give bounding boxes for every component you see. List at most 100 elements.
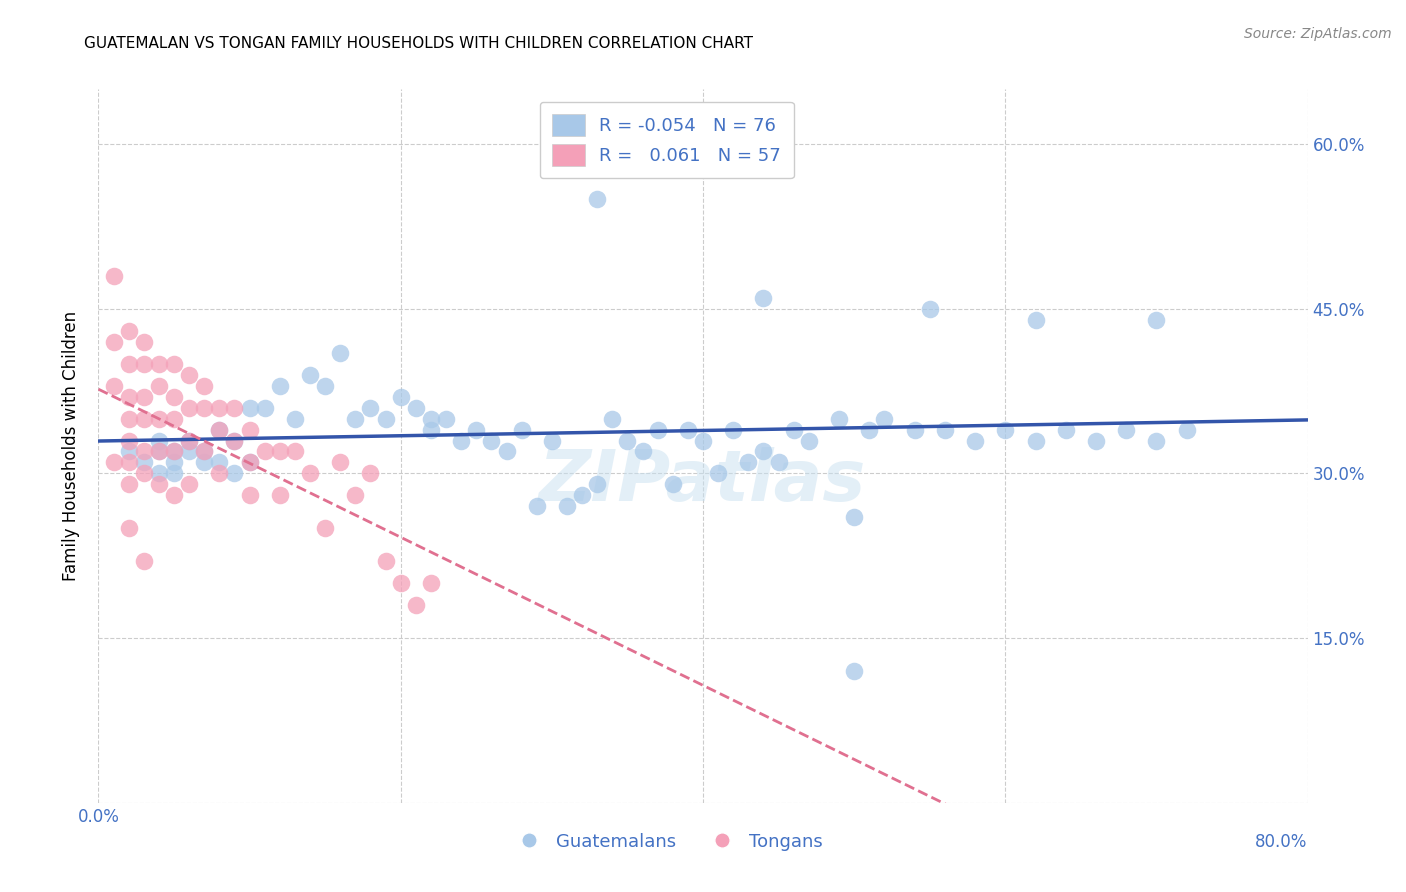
Point (360, 467, 382, 481)
Y-axis label: Family Households with Children: Family Households with Children (62, 311, 80, 581)
Point (163, 411, 186, 425)
Point (329, 345, 352, 359)
Point (118, 390, 141, 404)
Point (314, 378, 336, 392)
Point (148, 444, 170, 458)
Point (179, 477, 201, 491)
Point (314, 521, 336, 535)
Point (631, 444, 654, 458)
Point (1024, 434, 1046, 448)
Point (540, 434, 562, 448)
Text: ZIPatlas: ZIPatlas (540, 447, 866, 516)
Point (269, 488, 291, 502)
Point (676, 423, 699, 437)
Point (858, 423, 880, 437)
Point (148, 434, 170, 448)
Point (148, 378, 170, 392)
Point (783, 423, 806, 437)
Point (132, 411, 155, 425)
Point (571, 488, 593, 502)
Point (118, 477, 141, 491)
Point (179, 434, 201, 448)
Point (434, 411, 457, 425)
Point (844, 664, 866, 678)
Point (239, 488, 262, 502)
Point (118, 444, 141, 458)
Point (692, 434, 714, 448)
Point (844, 510, 866, 524)
Point (118, 357, 141, 371)
Point (647, 423, 669, 437)
Point (193, 444, 215, 458)
Point (118, 324, 141, 338)
Point (1175, 423, 1198, 437)
Point (420, 423, 443, 437)
Text: Source: ZipAtlas.com: Source: ZipAtlas.com (1244, 27, 1392, 41)
Point (239, 401, 262, 415)
Point (420, 411, 443, 425)
Point (118, 521, 141, 535)
Point (707, 467, 730, 481)
Point (586, 477, 609, 491)
Point (586, 192, 609, 206)
Point (616, 434, 638, 448)
Point (918, 301, 941, 316)
Point (103, 378, 125, 392)
Point (193, 378, 215, 392)
Point (253, 401, 276, 415)
Point (132, 467, 155, 481)
Point (239, 455, 262, 469)
Point (118, 455, 141, 469)
Point (1144, 434, 1167, 448)
Point (132, 455, 155, 469)
Point (360, 401, 382, 415)
Point (208, 423, 231, 437)
Point (163, 444, 186, 458)
Point (374, 554, 396, 568)
Point (193, 444, 215, 458)
Point (103, 334, 125, 349)
Legend: Guatemalans, Tongans: Guatemalans, Tongans (503, 826, 830, 858)
Point (389, 576, 412, 591)
Point (132, 357, 155, 371)
Text: 80.0%: 80.0% (1256, 833, 1308, 851)
Point (239, 423, 262, 437)
Point (208, 423, 231, 437)
Point (495, 444, 517, 458)
Point (148, 357, 170, 371)
Point (163, 390, 186, 404)
Point (132, 334, 155, 349)
Point (239, 455, 262, 469)
Point (163, 455, 186, 469)
Point (193, 455, 215, 469)
Point (555, 500, 578, 514)
Point (269, 378, 291, 392)
Point (344, 488, 367, 502)
Point (103, 268, 125, 283)
Point (299, 368, 322, 382)
Point (132, 444, 155, 458)
Point (208, 401, 231, 415)
Point (163, 444, 186, 458)
Point (1024, 312, 1046, 326)
Point (405, 401, 427, 415)
Point (1115, 423, 1137, 437)
Point (723, 423, 745, 437)
Point (768, 455, 790, 469)
Point (374, 411, 396, 425)
Point (299, 467, 322, 481)
Point (284, 411, 307, 425)
Point (179, 434, 201, 448)
Point (179, 401, 201, 415)
Point (873, 411, 896, 425)
Point (797, 434, 820, 448)
Point (163, 357, 186, 371)
Point (118, 434, 141, 448)
Point (269, 444, 291, 458)
Point (389, 390, 412, 404)
Point (148, 444, 170, 458)
Point (1144, 312, 1167, 326)
Point (752, 444, 775, 458)
Text: GUATEMALAN VS TONGAN FAMILY HOUSEHOLDS WITH CHILDREN CORRELATION CHART: GUATEMALAN VS TONGAN FAMILY HOUSEHOLDS W… (84, 36, 754, 51)
Point (329, 455, 352, 469)
